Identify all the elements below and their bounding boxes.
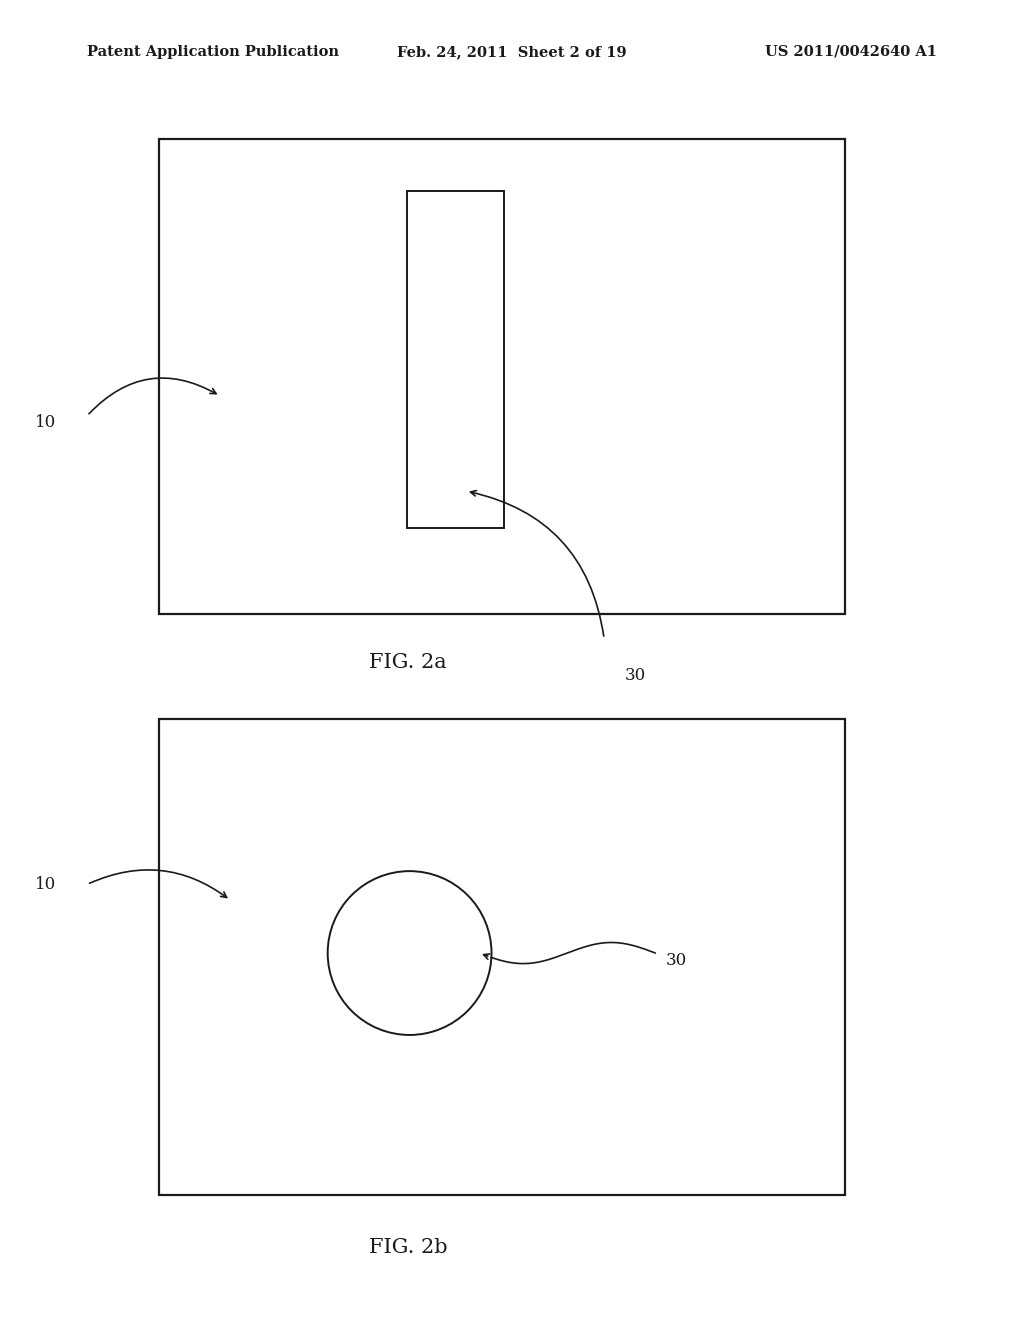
Ellipse shape (328, 871, 492, 1035)
Text: FIG. 2b: FIG. 2b (369, 1238, 447, 1257)
Text: US 2011/0042640 A1: US 2011/0042640 A1 (765, 45, 937, 59)
Text: FIG. 2a: FIG. 2a (369, 653, 446, 672)
Bar (408, 191, 505, 528)
Text: Patent Application Publication: Patent Application Publication (87, 45, 339, 59)
Text: Feb. 24, 2011  Sheet 2 of 19: Feb. 24, 2011 Sheet 2 of 19 (397, 45, 627, 59)
Text: 10: 10 (35, 414, 56, 430)
Text: 30: 30 (666, 953, 687, 969)
Text: 30: 30 (625, 667, 646, 684)
Bar (159, 139, 845, 614)
Bar (159, 719, 845, 1195)
Text: 10: 10 (35, 876, 56, 892)
